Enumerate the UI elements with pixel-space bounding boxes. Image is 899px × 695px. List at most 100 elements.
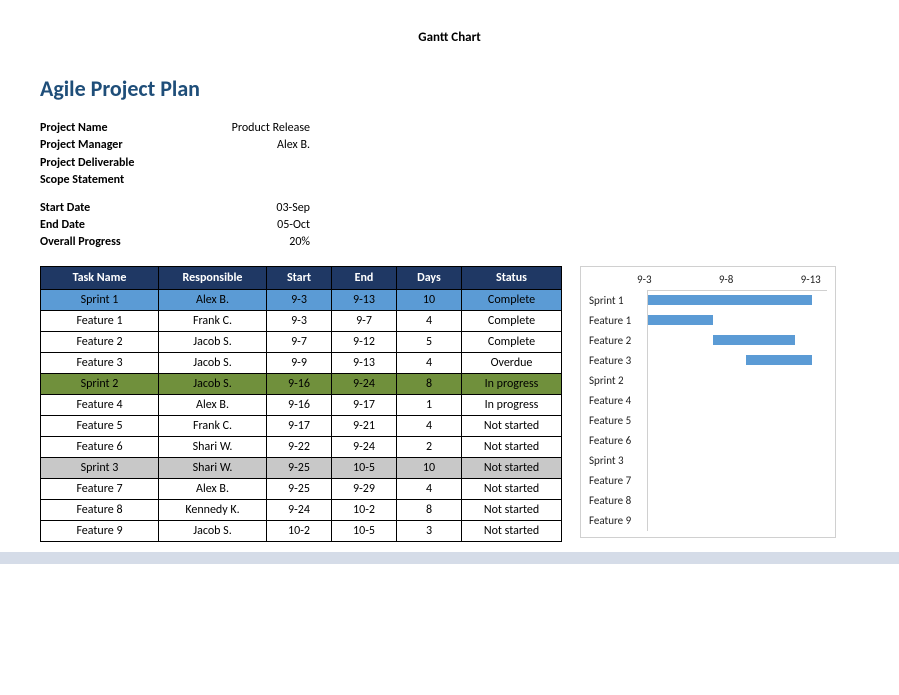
- table-row: Feature 1Frank C.9-39-74Complete: [41, 310, 562, 331]
- cell-responsible: Shari W.: [159, 436, 267, 457]
- cell-days: 5: [397, 331, 462, 352]
- gantt-bar: [746, 355, 811, 365]
- meta-label-start-date: Start Date: [40, 200, 190, 217]
- gantt-row: [648, 291, 827, 311]
- cell-end: 9-24: [332, 436, 397, 457]
- cell-days: 4: [397, 352, 462, 373]
- cell-task: Feature 3: [41, 352, 159, 373]
- cell-start: 9-25: [267, 478, 332, 499]
- meta-value-project-manager: Alex B.: [190, 137, 310, 154]
- th-task-name: Task Name: [41, 266, 159, 289]
- cell-days: 4: [397, 415, 462, 436]
- gantt-row: [648, 471, 827, 491]
- gantt-row-label: Feature 6: [589, 431, 647, 451]
- gantt-bar: [648, 315, 713, 325]
- table-row: Sprint 3Shari W.9-2510-510Not started: [41, 457, 562, 478]
- cell-responsible: Shari W.: [159, 457, 267, 478]
- table-row: Feature 4Alex B.9-169-171In progress: [41, 394, 562, 415]
- cell-end: 10-5: [332, 520, 397, 541]
- cell-task: Sprint 1: [41, 289, 159, 310]
- cell-end: 9-21: [332, 415, 397, 436]
- cell-end: 10-5: [332, 457, 397, 478]
- gantt-row-labels: Sprint 1Feature 1Feature 2Feature 3Sprin…: [589, 291, 647, 531]
- task-table-header-row: Task Name Responsible Start End Days Sta…: [41, 266, 562, 289]
- gantt-row: [648, 431, 827, 451]
- th-end: End: [332, 266, 397, 289]
- gantt-axis: 9-39-89-13: [647, 273, 827, 291]
- cell-start: 9-16: [267, 394, 332, 415]
- content-row: Task Name Responsible Start End Days Sta…: [40, 266, 859, 542]
- cell-days: 10: [397, 289, 462, 310]
- th-status: Status: [462, 266, 562, 289]
- cell-task: Feature 7: [41, 478, 159, 499]
- gantt-row-label: Feature 3: [589, 351, 647, 371]
- gantt-row-label: Sprint 2: [589, 371, 647, 391]
- cell-end: 9-29: [332, 478, 397, 499]
- meta-value-progress: 20%: [190, 234, 310, 251]
- cell-end: 9-7: [332, 310, 397, 331]
- document-title: Gantt Chart: [40, 30, 859, 45]
- cell-status: Complete: [462, 289, 562, 310]
- gantt-axis-tick: 9-3: [637, 273, 652, 286]
- cell-task: Feature 1: [41, 310, 159, 331]
- cell-end: 9-17: [332, 394, 397, 415]
- cell-status: In progress: [462, 394, 562, 415]
- cell-task: Feature 6: [41, 436, 159, 457]
- cell-task: Sprint 3: [41, 457, 159, 478]
- cell-responsible: Jacob S.: [159, 331, 267, 352]
- gantt-row: [648, 331, 827, 351]
- table-row: Feature 8Kennedy K.9-2410-28Not started: [41, 499, 562, 520]
- gantt-row: [648, 311, 827, 331]
- meta-label-scope: Scope Statement: [40, 172, 190, 189]
- cell-end: 9-13: [332, 352, 397, 373]
- cell-start: 9-24: [267, 499, 332, 520]
- gantt-row-label: Feature 7: [589, 471, 647, 491]
- cell-days: 10: [397, 457, 462, 478]
- cell-start: 9-3: [267, 310, 332, 331]
- cell-start: 9-16: [267, 373, 332, 394]
- cell-task: Feature 5: [41, 415, 159, 436]
- table-row: Sprint 2Jacob S.9-169-248In progress: [41, 373, 562, 394]
- cell-task: Feature 4: [41, 394, 159, 415]
- cell-start: 9-25: [267, 457, 332, 478]
- cell-start: 9-9: [267, 352, 332, 373]
- gantt-row: [648, 351, 827, 371]
- meta-label-progress: Overall Progress: [40, 234, 190, 251]
- cell-task: Feature 8: [41, 499, 159, 520]
- cell-responsible: Alex B.: [159, 478, 267, 499]
- cell-task: Sprint 2: [41, 373, 159, 394]
- gantt-bar: [713, 335, 795, 345]
- cell-days: 4: [397, 310, 462, 331]
- plan-title: Agile Project Plan: [40, 75, 859, 102]
- cell-task: Feature 9: [41, 520, 159, 541]
- gantt-row-label: Feature 1: [589, 311, 647, 331]
- th-days: Days: [397, 266, 462, 289]
- cell-status: In progress: [462, 373, 562, 394]
- table-row: Sprint 1Alex B.9-39-1310Complete: [41, 289, 562, 310]
- gantt-row-label: Feature 5: [589, 411, 647, 431]
- cell-responsible: Frank C.: [159, 310, 267, 331]
- table-row: Feature 5Frank C.9-179-214Not started: [41, 415, 562, 436]
- gantt-chart: 9-39-89-13 Sprint 1Feature 1Feature 2Fea…: [580, 266, 836, 538]
- th-responsible: Responsible: [159, 266, 267, 289]
- table-row: Feature 7Alex B.9-259-294Not started: [41, 478, 562, 499]
- cell-responsible: Jacob S.: [159, 520, 267, 541]
- cell-status: Not started: [462, 478, 562, 499]
- meta-value-scope: [190, 172, 310, 189]
- cell-end: 9-12: [332, 331, 397, 352]
- cell-responsible: Frank C.: [159, 415, 267, 436]
- cell-status: Not started: [462, 499, 562, 520]
- cell-start: 9-7: [267, 331, 332, 352]
- meta-label-deliverable: Project Deliverable: [40, 155, 190, 172]
- gantt-plot-area: [647, 291, 827, 531]
- cell-end: 9-24: [332, 373, 397, 394]
- cell-days: 1: [397, 394, 462, 415]
- cell-task: Feature 2: [41, 331, 159, 352]
- cell-end: 9-13: [332, 289, 397, 310]
- gantt-row: [648, 411, 827, 431]
- gantt-axis-tick: 9-13: [801, 273, 821, 286]
- cell-days: 8: [397, 373, 462, 394]
- gantt-row-label: Feature 9: [589, 511, 647, 531]
- meta-label-end-date: End Date: [40, 217, 190, 234]
- cell-end: 10-2: [332, 499, 397, 520]
